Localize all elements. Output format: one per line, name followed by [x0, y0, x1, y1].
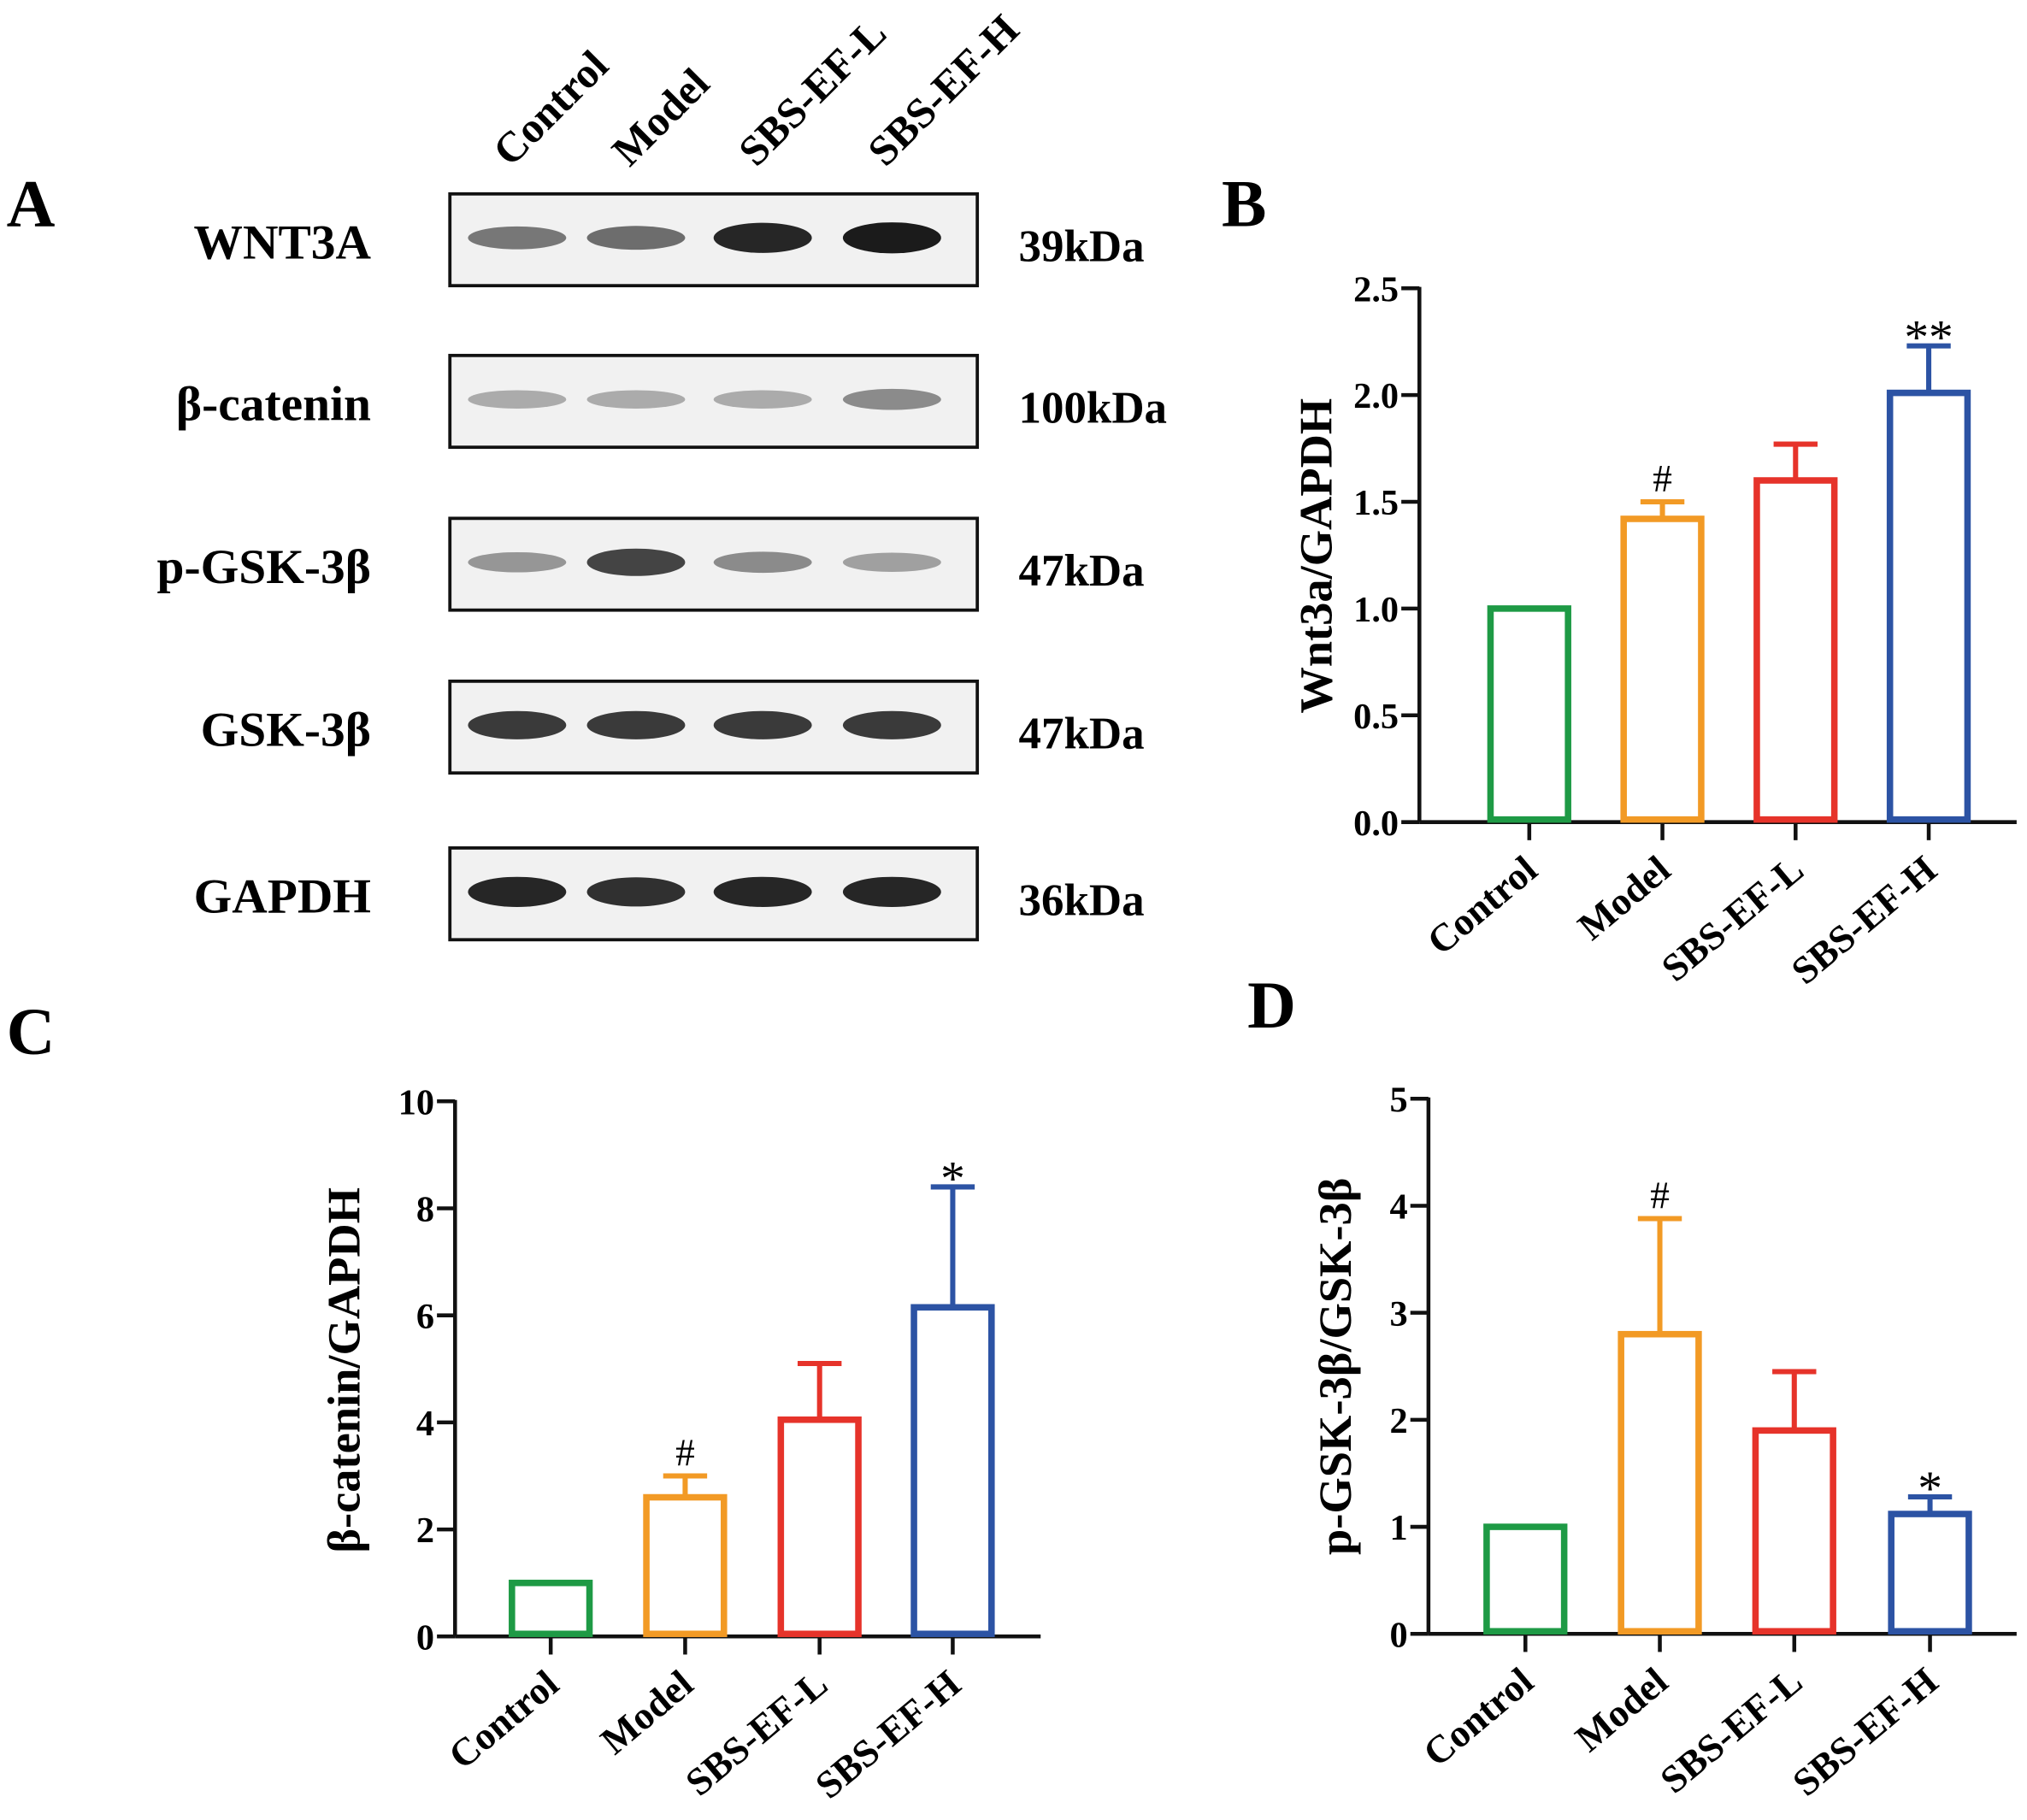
y-tick-label: 1.5: [1353, 483, 1399, 523]
bar-model: [1620, 515, 1705, 823]
panel-letter-a: A: [7, 168, 56, 242]
x-tick-label: SBS-EF-L: [678, 1662, 836, 1804]
bar-model: [643, 1493, 728, 1638]
x-tick-label: Model: [1570, 848, 1678, 949]
panel-letter-c: C: [7, 994, 56, 1069]
y-axis-label: p-GSK-3β/GSK-3β: [1309, 1178, 1361, 1555]
x-tick-label: SBS-EF-L: [1653, 1659, 1811, 1801]
y-tick-label: 10: [398, 1082, 434, 1122]
significance-marker: #: [1653, 457, 1672, 500]
protein-band: [586, 548, 686, 576]
x-tick-label: Control: [1419, 848, 1545, 963]
x-tick-label: Model: [1567, 1659, 1676, 1760]
significance-marker: **: [1904, 311, 1953, 365]
chart-panel-d: 012345p-GSK-3β/GSK-3βControl#ModelSBS-EF…: [1309, 1080, 2017, 1805]
x-tick-label: Control: [1415, 1659, 1541, 1775]
protein-band: [586, 390, 686, 409]
x-tick-label: SBS-EF-H: [1785, 1659, 1947, 1805]
protein-band: [842, 876, 941, 907]
y-tick-label: 3: [1390, 1294, 1408, 1334]
lane-label: Control: [484, 42, 617, 175]
bar-sbs-ef-h: [1888, 1511, 1972, 1635]
y-tick-label: 5: [1390, 1080, 1408, 1120]
lane-label: Model: [603, 59, 718, 174]
molecular-weight-label: 100kDa: [1019, 383, 1167, 433]
y-axis-label: β-catenin/GAPDH: [317, 1187, 369, 1553]
protein-band: [586, 877, 686, 907]
protein-band: [468, 876, 567, 907]
y-tick-label: 0: [416, 1617, 434, 1658]
bar-sbs-ef-l: [777, 1416, 862, 1638]
x-tick-label: Control: [440, 1662, 566, 1777]
x-tick-label: SBS-EF-H: [1783, 848, 1945, 993]
significance-marker: *: [1918, 1462, 1942, 1516]
protein-band: [586, 710, 686, 739]
bar-control: [1483, 1523, 1568, 1635]
bar-control: [1487, 605, 1571, 823]
significance-marker: #: [1650, 1174, 1670, 1216]
protein-band: [468, 710, 567, 739]
y-axis-label: Wnt3a/GAPDH: [1289, 398, 1341, 714]
protein-label: GAPDH: [194, 870, 371, 924]
protein-band: [842, 552, 941, 573]
bar-sbs-ef-h: [910, 1304, 995, 1638]
protein-band: [713, 222, 812, 253]
y-tick-label: 0: [1390, 1615, 1408, 1655]
y-tick-label: 2.5: [1353, 269, 1399, 309]
bar-sbs-ef-h: [1886, 389, 1971, 823]
bar-control: [509, 1579, 593, 1638]
molecular-weight-label: 47kDa: [1019, 709, 1145, 758]
panel-letter-b: B: [1222, 168, 1266, 242]
y-tick-label: 0.5: [1353, 697, 1399, 737]
molecular-weight-label: 39kDa: [1019, 221, 1145, 271]
protein-band: [468, 226, 567, 250]
protein-band: [713, 551, 812, 574]
x-tick-label: SBS-EF-H: [807, 1662, 969, 1807]
y-tick-label: 1: [1390, 1508, 1408, 1548]
x-tick-label: Model: [592, 1662, 701, 1763]
y-tick-label: 4: [416, 1404, 434, 1444]
protein-band: [713, 390, 812, 409]
bar-model: [1617, 1330, 1702, 1635]
protein-label: GSK-3β: [201, 703, 371, 757]
y-tick-label: 6: [416, 1297, 434, 1337]
y-tick-label: 2.0: [1353, 376, 1399, 416]
y-tick-label: 2: [1390, 1401, 1408, 1441]
significance-marker: #: [675, 1431, 695, 1474]
protein-label: WNT3A: [194, 215, 372, 269]
protein-band: [468, 390, 567, 409]
protein-band: [713, 710, 812, 739]
protein-band: [468, 551, 567, 573]
chart-panel-c: 0246810β-catenin/GAPDHControl#ModelSBS-E…: [317, 1082, 1041, 1807]
y-tick-label: 1.0: [1353, 590, 1399, 630]
significance-marker: *: [940, 1152, 965, 1206]
protein-band: [842, 222, 941, 254]
protein-band: [842, 388, 941, 410]
y-tick-label: 0.0: [1353, 804, 1399, 844]
molecular-weight-label: 36kDa: [1019, 876, 1145, 926]
panel-letter-d: D: [1247, 969, 1296, 1043]
protein-band: [842, 710, 941, 739]
bar-charts: 0.0 0.5 1.0 1.5 2.0 2.5 Wnt3a/GAPDH Control # Mod…: [317, 269, 2017, 1807]
protein-band: [713, 876, 812, 907]
bar-sbs-ef-l: [1753, 477, 1838, 823]
y-tick-label: 2: [416, 1511, 434, 1551]
molecular-weight-label: 47kDa: [1019, 546, 1145, 596]
x-tick-label: SBS-EF-L: [1653, 848, 1812, 990]
protein-label: β-catenin: [176, 377, 371, 431]
y-tick-label: 8: [416, 1190, 434, 1230]
protein-label: p-GSK-3β: [157, 540, 371, 594]
bar-sbs-ef-l: [1752, 1427, 1836, 1635]
chart-panel-b: 0.0 0.5 1.0 1.5 2.0 2.5 Wnt3a/GAPDH Control # Mod…: [1289, 269, 2017, 993]
protein-band: [586, 226, 686, 250]
y-tick-label: 4: [1390, 1187, 1408, 1228]
